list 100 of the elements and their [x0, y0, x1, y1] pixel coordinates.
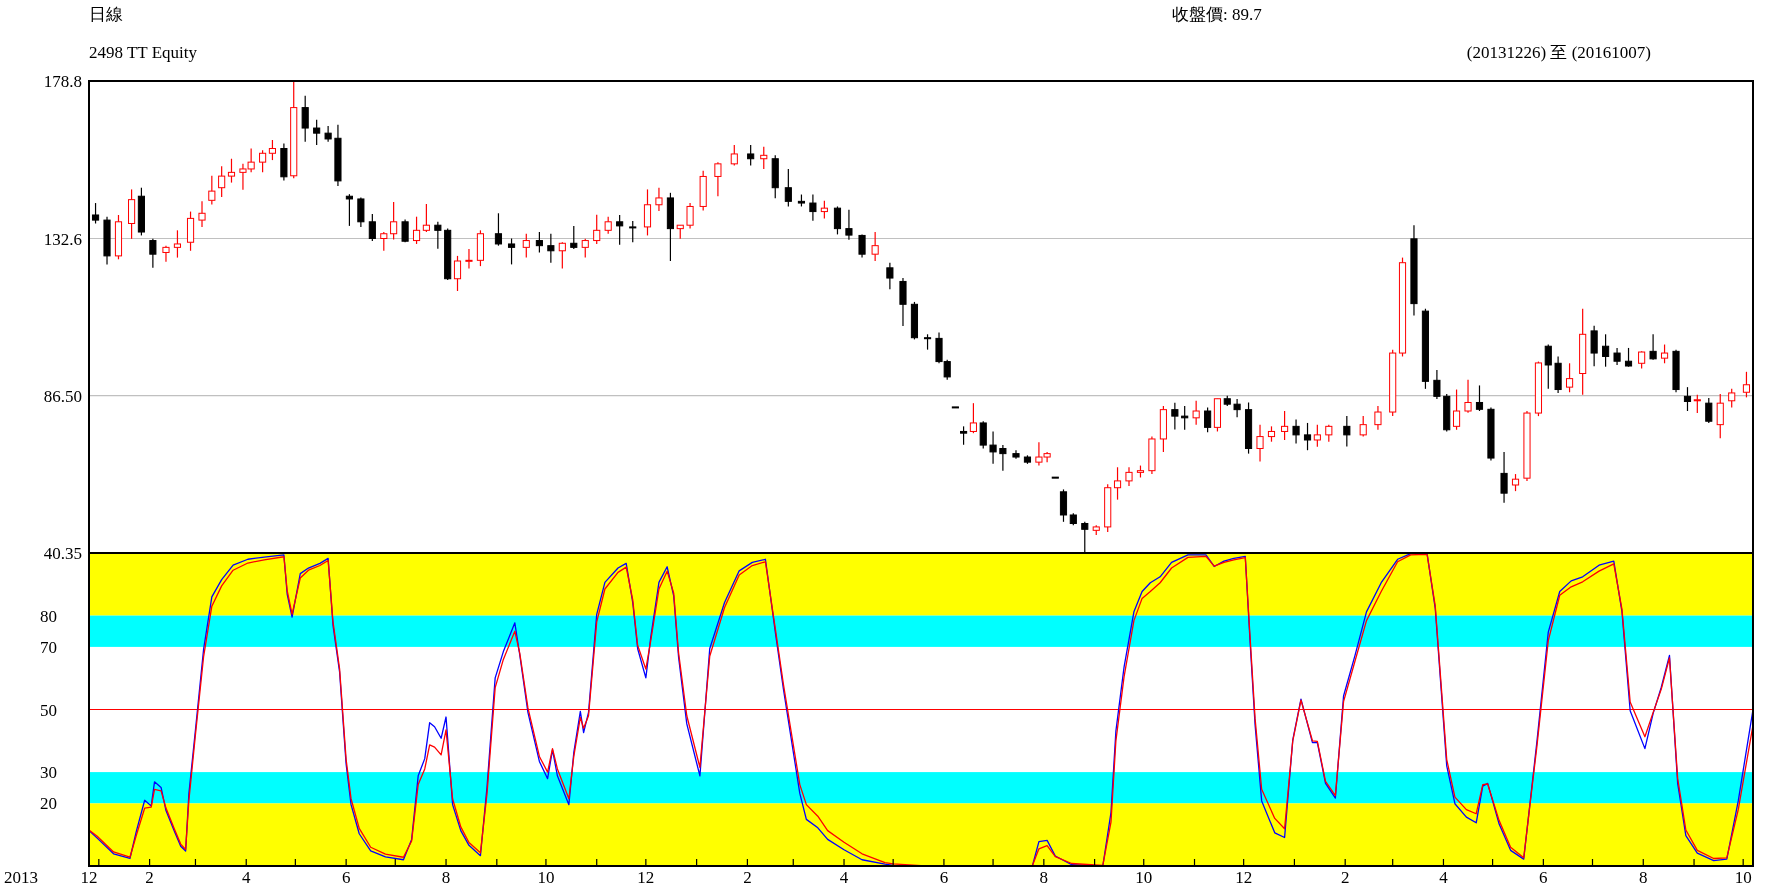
text: (20131226) 至 (20161007): [1466, 42, 1651, 62]
y-tick-label: 80: [40, 606, 57, 626]
candlestick: [91, 202, 100, 225]
candlestick: [1660, 343, 1669, 364]
candlestick: [871, 231, 879, 262]
candlestick: [173, 229, 182, 259]
candlestick: [494, 212, 503, 247]
candlestick: [1171, 402, 1179, 431]
candlestick: [186, 210, 195, 252]
x-tick-label: 2: [743, 867, 752, 887]
candlestick: [1544, 343, 1552, 390]
x-tick-label: 2: [1340, 867, 1350, 887]
candlestick: [833, 205, 842, 236]
candlestick: [547, 233, 555, 264]
candlestick: [643, 188, 652, 237]
candlestick: [208, 175, 216, 206]
candlestick: [1500, 451, 1508, 504]
candlestick: [1602, 333, 1610, 368]
candlestick: [969, 402, 977, 434]
candlestick: [1292, 418, 1300, 444]
candlestick: [324, 125, 332, 143]
candlestick: [1624, 347, 1633, 368]
chart-title: 日線: [89, 4, 123, 24]
x-tick-label: 12: [1235, 867, 1253, 887]
candlestick: [465, 248, 473, 270]
candlestick: [1256, 424, 1264, 463]
candlestick: [1359, 415, 1367, 438]
candlestick: [522, 233, 530, 259]
candlestick: [999, 444, 1007, 472]
x-tick-label: 4: [839, 867, 849, 887]
candlestick: [1475, 384, 1484, 412]
candlestick: [1683, 386, 1692, 412]
candlestick: [1233, 398, 1241, 418]
candlestick: [1374, 405, 1382, 431]
candlestick: [655, 187, 663, 212]
x-tick-label: 8: [1039, 867, 1049, 887]
candlestick: [979, 420, 987, 450]
candlestick: [899, 277, 907, 327]
candlestick: [616, 214, 624, 246]
x-tick-label: 8: [1639, 867, 1648, 887]
candlestick: [858, 233, 866, 259]
y-tick-label: 50: [40, 700, 57, 719]
x-tick-label: 12: [637, 867, 655, 887]
x-tick-label: 2: [145, 867, 154, 887]
text: 2013: [4, 867, 38, 887]
candlestick: [1590, 325, 1598, 367]
candlestick: [784, 168, 792, 208]
candlestick: [960, 425, 968, 446]
candlestick: [845, 209, 853, 241]
candlestick: [422, 203, 430, 233]
candlestick: [535, 231, 543, 254]
candlestick: [259, 149, 267, 173]
candlestick: [1313, 424, 1321, 448]
candlestick: [218, 165, 226, 198]
candlestick: [453, 255, 462, 292]
candlestick: [809, 193, 817, 222]
x-tick-label: 6: [1539, 867, 1548, 887]
candlestick: [1303, 422, 1312, 451]
candlestick: [390, 201, 398, 241]
candlestick: [1125, 466, 1133, 487]
x-tick-label: 6: [341, 867, 351, 887]
y-tick-label: 132.6: [43, 229, 82, 248]
candlestick: [507, 237, 516, 266]
y-tick-label: 40.35: [43, 543, 82, 563]
candlestick: [412, 216, 421, 245]
candlestick: [989, 430, 997, 465]
candlestick: [128, 188, 136, 240]
candlestick: [686, 202, 694, 230]
candlestick: [1181, 405, 1189, 431]
x-tick-label: 4: [1439, 867, 1449, 887]
candlestick: [1649, 333, 1657, 361]
candlestick: [1716, 393, 1724, 439]
candlestick: [313, 119, 321, 146]
candlestick: [593, 214, 601, 245]
y-tick-label: 70: [40, 637, 57, 657]
candlestick: [714, 161, 722, 197]
candlestick: [1566, 362, 1574, 393]
candlestick: [1204, 407, 1212, 433]
x-tick-label: 6: [939, 867, 949, 887]
candlestick: [1343, 415, 1351, 448]
y-tick-label: 178.8: [43, 71, 82, 91]
candlestick: [345, 193, 353, 227]
y-tick-label: 86.50: [43, 386, 82, 406]
y-tick-label: 30: [40, 762, 57, 782]
candlestick: [162, 245, 170, 263]
candlestick: [581, 238, 589, 259]
chart-subtitle: 2498 TT Equity: [89, 42, 198, 62]
candlestick: [886, 262, 894, 290]
candlestick: [380, 231, 388, 252]
candlestick: [301, 95, 309, 143]
x-tick-label: 10: [1135, 867, 1153, 887]
candlestick: [747, 144, 755, 167]
candlestick: [1728, 388, 1736, 409]
candlestick: [760, 146, 768, 170]
candlestick: [227, 158, 236, 184]
y-tick-label: 20: [40, 793, 57, 813]
candlestick: [268, 139, 276, 161]
candlestick: [558, 241, 566, 270]
candlestick: [1464, 379, 1472, 414]
x-tick-label: 8: [441, 867, 451, 887]
